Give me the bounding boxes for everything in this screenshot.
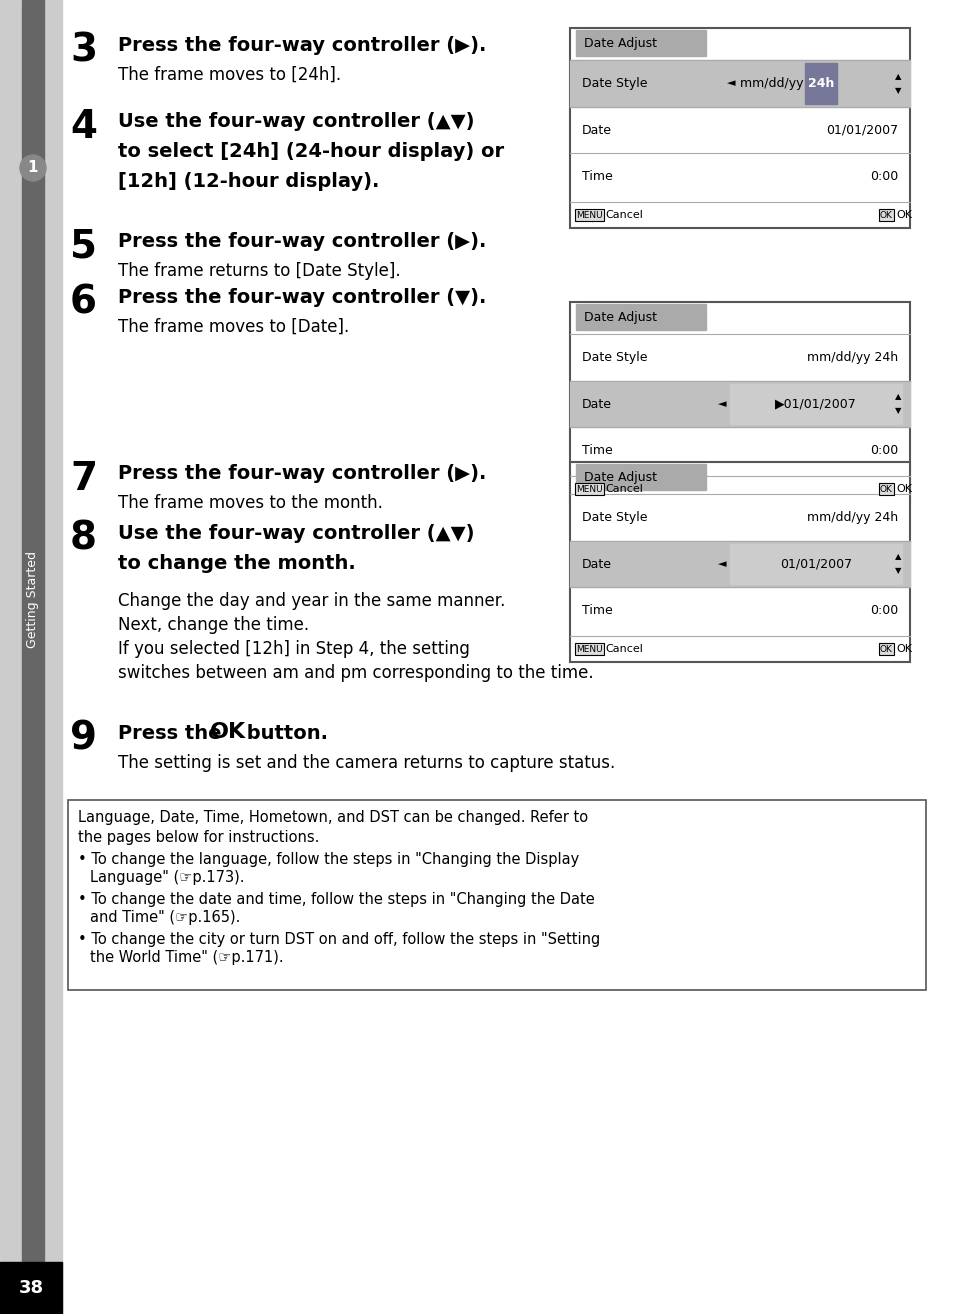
Text: ▼: ▼ xyxy=(894,406,901,415)
Text: ▲: ▲ xyxy=(894,72,901,81)
Text: OK: OK xyxy=(895,210,911,219)
Text: Press the: Press the xyxy=(118,724,228,742)
Bar xyxy=(569,60,909,106)
Text: Getting Started: Getting Started xyxy=(27,552,39,649)
Bar xyxy=(22,0,44,1314)
Text: The setting is set and the camera returns to capture status.: The setting is set and the camera return… xyxy=(118,754,615,773)
Text: OK: OK xyxy=(879,485,892,494)
Text: ▲: ▲ xyxy=(894,393,901,402)
Text: ◄: ◄ xyxy=(726,79,734,88)
Text: Date Adjust: Date Adjust xyxy=(583,37,657,50)
Text: Press the four-way controller (▼).: Press the four-way controller (▼). xyxy=(118,288,486,307)
Text: 0:00: 0:00 xyxy=(869,171,897,183)
Text: 9: 9 xyxy=(70,720,97,758)
Bar xyxy=(0,0,62,1314)
Bar xyxy=(729,544,901,585)
Text: The frame moves to the month.: The frame moves to the month. xyxy=(118,494,382,512)
Bar xyxy=(576,464,705,490)
Text: the World Time" (☞p.171).: the World Time" (☞p.171). xyxy=(90,950,283,964)
Text: Time: Time xyxy=(581,604,612,618)
Text: Language, Date, Time, Hometown, and DST can be changed. Refer to: Language, Date, Time, Hometown, and DST … xyxy=(78,809,587,825)
Text: 38: 38 xyxy=(18,1279,44,1297)
Text: • To change the language, follow the steps in "Changing the Display: • To change the language, follow the ste… xyxy=(78,851,578,867)
Text: ▼: ▼ xyxy=(894,566,901,576)
Text: Use the four-way controller (▲▼): Use the four-way controller (▲▼) xyxy=(118,524,474,543)
Text: ◄: ◄ xyxy=(717,399,725,409)
Bar xyxy=(0,1261,62,1314)
Text: button.: button. xyxy=(240,724,328,742)
Text: the pages below for instructions.: the pages below for instructions. xyxy=(78,830,319,845)
Text: 0:00: 0:00 xyxy=(869,444,897,457)
Text: 8: 8 xyxy=(70,520,97,558)
Bar xyxy=(569,540,909,587)
Text: Date Style: Date Style xyxy=(581,511,647,524)
Bar xyxy=(569,28,909,229)
Text: Press the four-way controller (▶).: Press the four-way controller (▶). xyxy=(118,233,486,251)
Text: If you selected [12h] in Step 4, the setting: If you selected [12h] in Step 4, the set… xyxy=(118,640,470,658)
Text: OK: OK xyxy=(879,210,892,219)
Text: 0:00: 0:00 xyxy=(869,604,897,618)
Text: mm/dd/yy 24h: mm/dd/yy 24h xyxy=(806,511,897,524)
Text: MENU: MENU xyxy=(576,210,602,219)
Text: • To change the city or turn DST on and off, follow the steps in "Setting: • To change the city or turn DST on and … xyxy=(78,932,599,947)
Text: 3: 3 xyxy=(70,32,97,70)
Text: and Time" (☞p.165).: and Time" (☞p.165). xyxy=(90,911,240,925)
Text: ▼: ▼ xyxy=(894,85,901,95)
Text: The frame returns to [Date Style].: The frame returns to [Date Style]. xyxy=(118,261,400,280)
Text: The frame moves to [Date].: The frame moves to [Date]. xyxy=(118,318,349,336)
Text: OK: OK xyxy=(879,644,892,653)
Text: Cancel: Cancel xyxy=(604,644,642,654)
Text: 01/01/2007: 01/01/2007 xyxy=(780,557,851,570)
Text: 01/01/2007: 01/01/2007 xyxy=(825,124,897,137)
Text: 6: 6 xyxy=(70,284,97,322)
Text: OK: OK xyxy=(895,484,911,494)
Text: MENU: MENU xyxy=(576,644,602,653)
Text: 7: 7 xyxy=(70,460,97,498)
Text: Date: Date xyxy=(581,124,612,137)
Text: to change the month.: to change the month. xyxy=(118,555,355,573)
Bar xyxy=(569,302,909,502)
Text: OK: OK xyxy=(895,644,911,654)
Text: Time: Time xyxy=(581,444,612,457)
Text: ◄: ◄ xyxy=(717,558,725,569)
Text: Press the four-way controller (▶).: Press the four-way controller (▶). xyxy=(118,35,486,55)
Bar xyxy=(576,304,705,330)
Text: Cancel: Cancel xyxy=(604,484,642,494)
Text: MENU: MENU xyxy=(576,485,602,494)
Circle shape xyxy=(20,155,46,181)
Text: OK: OK xyxy=(210,721,246,742)
Bar xyxy=(729,384,901,424)
Text: The frame moves to [24h].: The frame moves to [24h]. xyxy=(118,66,341,84)
Text: Next, change the time.: Next, change the time. xyxy=(118,616,309,633)
Text: mm/dd/yy 24h: mm/dd/yy 24h xyxy=(806,351,897,364)
Text: Date Style: Date Style xyxy=(581,351,647,364)
Text: Cancel: Cancel xyxy=(604,210,642,219)
Text: Date: Date xyxy=(581,557,612,570)
Text: [12h] (12-hour display).: [12h] (12-hour display). xyxy=(118,172,379,191)
Text: Use the four-way controller (▲▼): Use the four-way controller (▲▼) xyxy=(118,112,474,131)
Text: ▶01/01/2007: ▶01/01/2007 xyxy=(774,398,856,410)
Text: 24h: 24h xyxy=(807,76,833,89)
Bar xyxy=(569,463,909,662)
Text: 5: 5 xyxy=(70,229,97,265)
Text: Language" (☞p.173).: Language" (☞p.173). xyxy=(90,870,244,886)
Bar xyxy=(68,800,925,989)
Text: mm/dd/yy: mm/dd/yy xyxy=(740,76,806,89)
Text: ▲: ▲ xyxy=(894,552,901,561)
Text: Date Style: Date Style xyxy=(581,76,647,89)
Text: 4: 4 xyxy=(70,108,97,146)
Text: Date Adjust: Date Adjust xyxy=(583,310,657,323)
Text: Change the day and year in the same manner.: Change the day and year in the same mann… xyxy=(118,593,505,610)
Bar xyxy=(569,381,909,427)
Text: 1: 1 xyxy=(28,160,38,176)
Text: Time: Time xyxy=(581,171,612,183)
Text: Press the four-way controller (▶).: Press the four-way controller (▶). xyxy=(118,464,486,484)
Text: Date Adjust: Date Adjust xyxy=(583,470,657,484)
Text: switches between am and pm corresponding to the time.: switches between am and pm corresponding… xyxy=(118,664,593,682)
Text: • To change the date and time, follow the steps in "Changing the Date: • To change the date and time, follow th… xyxy=(78,892,594,907)
Text: Date: Date xyxy=(581,398,612,410)
Text: to select [24h] (24-hour display) or: to select [24h] (24-hour display) or xyxy=(118,142,503,162)
Bar xyxy=(576,30,705,57)
Bar xyxy=(804,63,836,104)
